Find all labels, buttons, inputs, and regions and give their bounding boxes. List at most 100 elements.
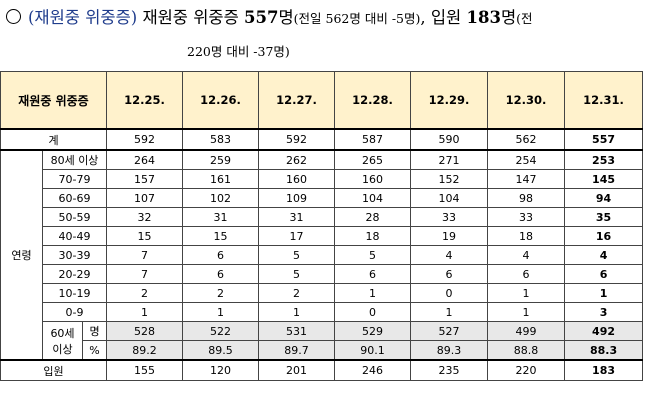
table-cell: 1 <box>258 302 336 322</box>
table-cell-latest: 35 <box>564 207 644 227</box>
table-cell: 102 <box>182 188 260 208</box>
table-cell-latest: 94 <box>564 188 644 208</box>
table-cell: 88.8 <box>487 340 566 361</box>
table-cell: 0 <box>410 283 489 303</box>
date-header: 12.29. <box>410 71 489 130</box>
row-label: 70-79 <box>41 169 108 189</box>
table-cell: 592 <box>258 128 336 151</box>
table-header-row: 재원중 위중증 12.25. 12.26. 12.27. 12.28. 12.2… <box>0 71 644 130</box>
table-row: 50-59 32 31 31 28 33 33 35 <box>1 207 644 227</box>
table-cell: 1 <box>487 302 566 322</box>
table-cell: 18 <box>334 226 412 246</box>
table-cell: 33 <box>410 207 489 227</box>
table-cell: 120 <box>182 359 260 381</box>
date-header: 12.31. <box>564 71 644 130</box>
row-label: 20-29 <box>41 264 108 284</box>
critical-patients-table: 재원중 위중증 12.25. 12.26. 12.27. 12.28. 12.2… <box>0 71 644 381</box>
table-cell: 499 <box>487 321 566 341</box>
table-cell: 104 <box>410 188 489 208</box>
table-cell: 31 <box>182 207 260 227</box>
table-cell: 147 <box>487 169 566 189</box>
table-cell: 271 <box>410 149 489 170</box>
table-cell: 89.7 <box>258 340 336 361</box>
table-cell: 1 <box>410 302 489 322</box>
table-cell: 262 <box>258 149 336 170</box>
table-cell-latest: 183 <box>564 359 644 381</box>
over60-label-bottom: 이상 <box>52 342 73 356</box>
header-note-1: (전일 562명 대비 -5명) <box>293 11 421 26</box>
table-row: 60-69 107 102 109 104 104 98 94 <box>1 188 644 208</box>
table-cell: 4 <box>487 245 566 265</box>
table-cell: 590 <box>410 128 489 151</box>
table-row: 30-39 7 6 5 5 4 4 4 <box>1 245 644 265</box>
table-cell: 157 <box>106 169 184 189</box>
table-cell: 265 <box>334 149 412 170</box>
table-row: 연령 80세 이상 264 259 262 265 271 254 253 <box>0 149 644 361</box>
row-label: 입원 <box>0 359 108 381</box>
table-row: 70-79 157 161 160 160 152 147 145 <box>1 169 644 189</box>
date-header: 12.26. <box>182 71 260 130</box>
row-label: 50-59 <box>41 207 108 227</box>
header-note-2: (전 <box>516 11 533 26</box>
table-cell: 160 <box>258 169 336 189</box>
table-cell: 1 <box>182 302 260 322</box>
table-row: 0-9 1 1 1 0 1 1 3 <box>1 302 644 322</box>
table-cell: 152 <box>410 169 489 189</box>
table-cell: 527 <box>410 321 489 341</box>
table-cell: 6 <box>487 264 566 284</box>
table-cell: 529 <box>334 321 412 341</box>
header-unit-1: 명 <box>278 8 294 27</box>
table-cell: 28 <box>334 207 412 227</box>
table-cell-latest: 4 <box>564 245 644 265</box>
table-cell: 4 <box>410 245 489 265</box>
table-cell: 5 <box>334 245 412 265</box>
unit-label: 명 <box>81 321 108 341</box>
table-corner-label: 재원중 위중증 <box>0 71 108 130</box>
table-row: 20-29 7 6 5 6 6 6 6 <box>1 264 644 284</box>
table-cell: 155 <box>106 359 184 381</box>
table-cell: 2 <box>106 283 184 303</box>
table-cell: 6 <box>182 245 260 265</box>
table-cell: 583 <box>182 128 260 151</box>
table-cell: 107 <box>106 188 184 208</box>
age-group-label: 연령 <box>0 149 43 361</box>
table-cell-latest: 253 <box>564 149 644 170</box>
row-label: 40-49 <box>41 226 108 246</box>
table-cell: 90.1 <box>334 340 412 361</box>
table-cell: 32 <box>106 207 184 227</box>
header-text-2: , 입원 <box>420 8 467 27</box>
unit-label: % <box>81 340 108 361</box>
header-line-1: (재원중 위중증) 재원중 위중증 557명(전일 562명 대비 -5명), … <box>6 5 533 31</box>
date-header: 12.28. <box>334 71 412 130</box>
table-cell: 6 <box>334 264 412 284</box>
table-cell: 6 <box>182 264 260 284</box>
header-count-1: 557 <box>244 8 279 27</box>
table-cell: 264 <box>106 149 184 170</box>
over60-pct-row: % 89.2 89.5 89.7 90.1 89.3 88.8 88.3 <box>1 340 644 361</box>
table-cell: 19 <box>410 226 489 246</box>
table-cell: 1 <box>106 302 184 322</box>
table-cell: 104 <box>334 188 412 208</box>
row-label: 60-69 <box>41 188 108 208</box>
table-cell: 31 <box>258 207 336 227</box>
table-cell: 160 <box>334 169 412 189</box>
table-cell-latest: 3 <box>564 302 644 322</box>
table-cell: 17 <box>258 226 336 246</box>
table-cell: 522 <box>182 321 260 341</box>
table-cell: 7 <box>106 245 184 265</box>
table-cell: 2 <box>258 283 336 303</box>
table-cell-latest: 88.3 <box>564 340 644 361</box>
table-cell: 201 <box>258 359 336 381</box>
over60-label-top: 60세 <box>50 326 75 340</box>
table-cell: 562 <box>487 128 566 151</box>
table-cell-latest: 492 <box>564 321 644 341</box>
table-cell: 89.5 <box>182 340 260 361</box>
table-cell: 15 <box>182 226 260 246</box>
table-cell: 7 <box>106 264 184 284</box>
header-unit-2: 명 <box>500 8 517 27</box>
table-cell: 2 <box>182 283 260 303</box>
date-header: 12.30. <box>487 71 566 130</box>
table-cell: 1 <box>487 283 566 303</box>
table-cell: 254 <box>487 149 566 170</box>
